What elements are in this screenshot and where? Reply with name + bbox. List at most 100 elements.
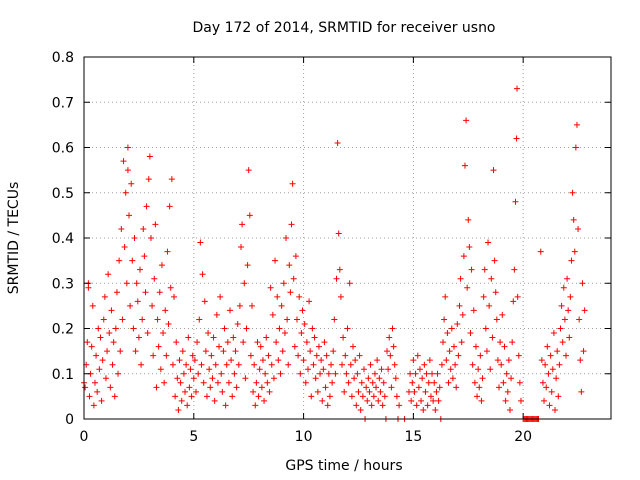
data-point [258, 384, 265, 391]
data-point [549, 366, 556, 373]
data-point [393, 393, 400, 400]
data-point [500, 379, 507, 386]
data-point [410, 357, 417, 364]
data-point [132, 348, 139, 355]
data-point [476, 384, 483, 391]
data-point [261, 397, 268, 404]
data-point [415, 384, 422, 391]
data-point [109, 361, 116, 368]
data-point [418, 397, 425, 404]
data-point [277, 370, 284, 377]
data-point [205, 330, 212, 337]
data-point [446, 348, 453, 355]
data-point [370, 393, 377, 400]
data-point [134, 298, 141, 305]
data-point [274, 293, 281, 300]
data-point [133, 280, 140, 287]
x-tick-label: 15 [404, 429, 422, 445]
data-point [368, 402, 375, 409]
data-point [127, 302, 134, 309]
data-point [323, 352, 330, 359]
data-point [206, 366, 213, 373]
data-point [568, 257, 575, 264]
data-point [359, 393, 366, 400]
data-point [209, 375, 216, 382]
data-point [94, 388, 101, 395]
data-point [115, 370, 122, 377]
data-point [163, 352, 170, 359]
data-point [272, 257, 279, 264]
data-point [118, 225, 125, 232]
data-point [167, 284, 174, 291]
data-point [131, 235, 138, 241]
data-point [333, 275, 340, 282]
data-point [502, 397, 509, 404]
data-point [422, 388, 429, 395]
data-point [390, 343, 397, 350]
data-point [303, 339, 310, 346]
data-point [269, 311, 276, 318]
data-point [375, 397, 382, 404]
data-point [210, 334, 217, 341]
data-point [569, 189, 576, 196]
data-point [448, 325, 455, 332]
data-point [496, 384, 503, 391]
data-point [487, 366, 494, 373]
data-point [441, 316, 448, 323]
data-point [577, 357, 584, 364]
data-point [326, 393, 333, 400]
data-point [140, 225, 147, 232]
data-point [89, 302, 96, 309]
data-point [106, 330, 113, 337]
data-point [471, 379, 478, 386]
data-point [230, 334, 237, 341]
data-point [224, 339, 231, 346]
data-point [191, 357, 198, 364]
data-point [136, 266, 143, 273]
data-point [442, 293, 449, 300]
data-point [365, 375, 372, 382]
data-point [576, 316, 583, 323]
data-point [164, 248, 171, 255]
data-point [384, 348, 391, 355]
data-point [291, 343, 298, 350]
data-point [513, 135, 520, 142]
data-point [122, 189, 129, 196]
data-point [220, 348, 227, 355]
data-point [353, 402, 360, 409]
data-point [466, 244, 473, 251]
data-point [452, 361, 459, 368]
data-point [515, 352, 522, 359]
data-point [93, 352, 100, 359]
data-point [566, 334, 573, 341]
y-axis-label: SRMTID / TECUs [6, 182, 22, 295]
data-point [387, 352, 394, 359]
data-point [351, 375, 358, 382]
data-point [158, 262, 165, 269]
data-point [304, 366, 311, 373]
data-point [228, 357, 235, 364]
data-point [259, 357, 266, 364]
data-point [144, 330, 151, 337]
data-point [413, 402, 420, 409]
y-tick-label: 0.5 [52, 186, 74, 202]
data-point [367, 361, 374, 368]
data-point [175, 406, 182, 413]
data-point [506, 406, 513, 413]
data-point [433, 388, 440, 395]
data-point [172, 393, 179, 400]
data-point [334, 139, 341, 146]
data-point [208, 352, 215, 359]
data-point [199, 271, 206, 278]
data-point [187, 366, 194, 373]
data-point [110, 339, 117, 346]
data-point [460, 253, 467, 260]
data-point [147, 235, 154, 241]
data-point [171, 293, 178, 300]
data-point [146, 153, 153, 160]
data-point [548, 388, 555, 395]
data-point [346, 280, 353, 287]
data-point [225, 379, 232, 386]
data-point [493, 316, 500, 323]
data-point [288, 221, 295, 228]
